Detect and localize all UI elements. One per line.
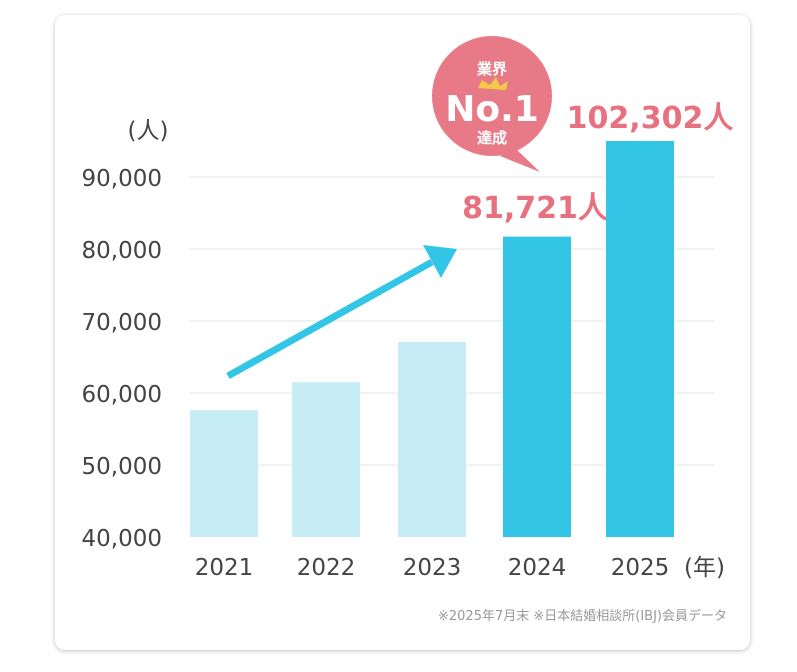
y-tick-label: 60,000 <box>82 382 162 408</box>
y-tick-label: 40,000 <box>82 526 162 552</box>
badge-main-text: No.1 <box>445 89 539 130</box>
trend-arrow-head-icon <box>423 245 457 278</box>
bar-2025 <box>606 141 674 537</box>
badge-top-text: 業界 <box>476 60 507 78</box>
data-label: 102,302人 <box>567 101 734 136</box>
badge-tail <box>500 148 540 172</box>
badge-bottom-text: 達成 <box>477 129 507 147</box>
y-axis-unit: (人) <box>128 118 169 144</box>
x-tick-label: 2023 <box>403 555 462 581</box>
x-tick-label: 2024 <box>508 555 567 581</box>
bar-2022 <box>292 382 360 537</box>
y-tick-label: 90,000 <box>82 166 162 192</box>
x-tick-label: 2021 <box>195 555 254 581</box>
bar-2024 <box>503 236 571 537</box>
x-axis-unit: (年) <box>684 555 725 581</box>
y-tick-label: 80,000 <box>82 238 162 264</box>
bar-2023 <box>398 341 466 537</box>
no1-badge <box>432 36 552 156</box>
crown-icon <box>478 77 508 90</box>
x-tick-label: 2022 <box>297 555 356 581</box>
trend-arrow-line <box>226 258 434 380</box>
bar-2021 <box>190 410 258 537</box>
data-label: 81,721人 <box>462 191 608 226</box>
footnote: ※2025年7月末 ※日本結婚相談所(IBJ)会員データ <box>437 609 727 624</box>
y-tick-label: 70,000 <box>82 310 162 336</box>
x-tick-label: 2025 <box>611 555 670 581</box>
y-tick-label: 50,000 <box>82 454 162 480</box>
